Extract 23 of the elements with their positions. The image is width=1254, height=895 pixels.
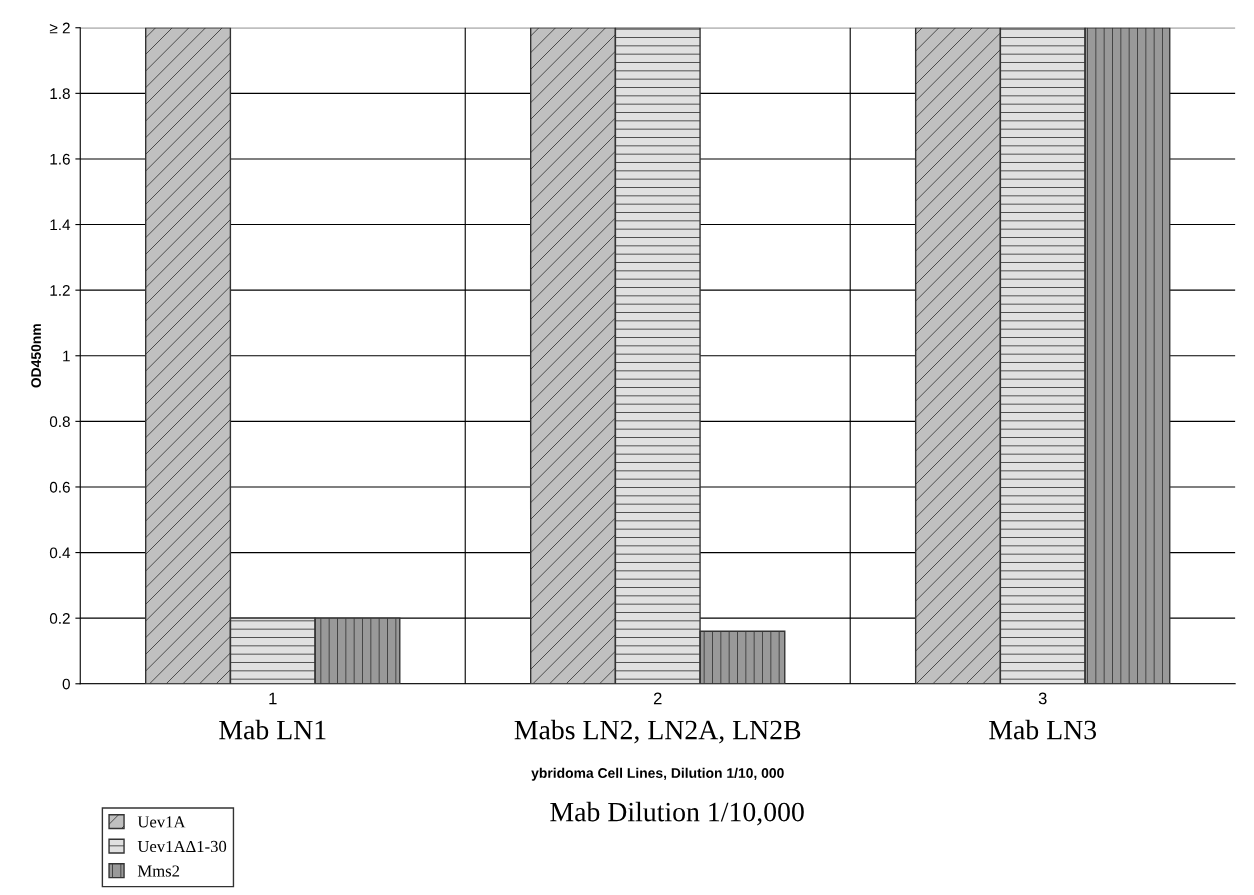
y-tick-label: 1.6 [50,153,70,165]
x-axis-title: ybridoma Cell Lines, Dilution 1/10, 000 [531,767,784,781]
text: Mab LN3 [989,719,1096,740]
legend-label: Uev1A [137,816,186,828]
legend-label: Uev1AΔ1-30 [137,840,227,853]
text: Mab LN1 [219,719,326,740]
y-tick-label: 1.2 [50,285,70,296]
y-tick-label: 0 [62,678,70,690]
y-tick-label: 1.4 [50,219,71,231]
y-axis-title: OD450nm [31,324,41,388]
text: Mabs LN2, LN2A, LN2B [514,719,801,744]
y-tick-label: 0.2 [49,613,70,624]
y-tick-label: 0.8 [49,416,70,428]
text: Mab Dilution 1/10,000 [550,801,804,826]
y-tick-label: ≥ 2 [49,22,70,34]
legend-label: Mms2 [137,865,180,877]
y-tick-label: 1 [63,350,70,362]
y-tick-label: 0.6 [49,481,70,493]
y-tick-label: 0.4 [49,547,71,559]
y-tick-label: 1.8 [50,88,70,100]
x-tick-label: 3 [1038,692,1047,705]
x-tick-label: 1 [269,692,277,705]
x-tick-label: 2 [653,692,662,705]
